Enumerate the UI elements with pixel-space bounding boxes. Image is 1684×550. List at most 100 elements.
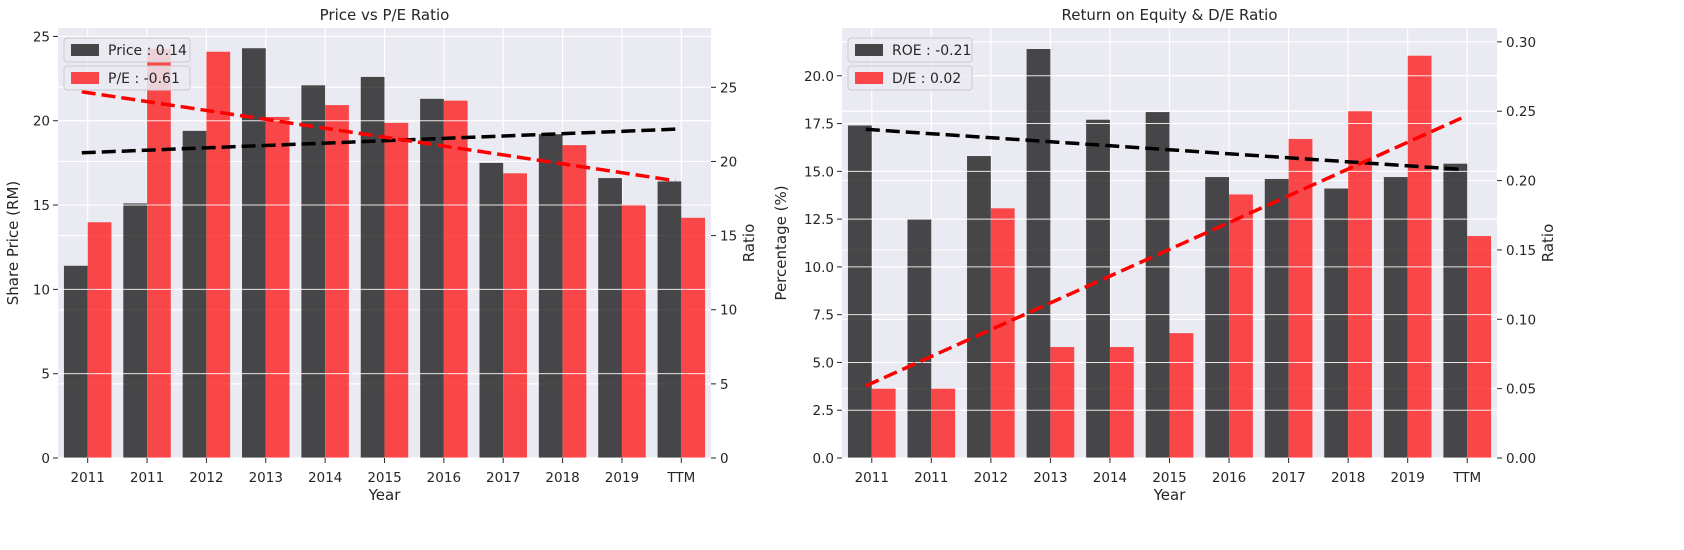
bar-1-s0-4: [1086, 119, 1110, 458]
bar-1-s0-9: [1383, 177, 1408, 459]
bar-0-s1-8: [562, 145, 587, 458]
bar-0-s1-0: [87, 222, 112, 458]
y-right-tick-label: 5: [720, 377, 729, 393]
bar-0-s1-7: [503, 173, 527, 458]
x-tick-label: 2018: [1331, 470, 1365, 486]
y-right-tick-label: 0: [720, 451, 729, 467]
x-axis-label-left: Year: [368, 486, 402, 504]
y-right-tick-label: 0.30: [1506, 35, 1536, 51]
x-tick-label: 2011: [71, 470, 105, 486]
bar-0-s0-3: [242, 48, 266, 459]
bar-1-s1-6: [1229, 194, 1253, 459]
bar-1-s0-8: [1324, 188, 1349, 459]
y-right-tick-label: 25: [720, 80, 737, 96]
legend-left: Price : 0.14 P/E : -0.61: [63, 37, 191, 91]
bar-0-s1-6: [443, 100, 468, 458]
y-tick-label: 25: [33, 29, 50, 45]
y-axis-right-label-right: Ratio: [1539, 224, 1557, 263]
bar-0-s0-6: [420, 98, 444, 458]
axes-right: 0.0 2.5 5.0 7.5 10.0 12.5 15.0 17.5 20.0 0.00 0.05…: [804, 35, 1536, 486]
bar-0-s0-10: [657, 181, 682, 458]
chart-right: 0.0 2.5 5.0 7.5 10.0 12.5 15.0 17.5 20.0 0.00 0.05…: [772, 6, 1557, 504]
y-tick-label: 12.5: [804, 212, 834, 228]
bar-0-s0-2: [182, 130, 207, 459]
y-right-tick-label: 20: [720, 154, 737, 170]
x-tick-label: 2018: [545, 470, 579, 486]
bar-0-s1-4: [325, 105, 349, 458]
bar-0-s1-2: [206, 51, 231, 459]
x-tick-label: 2016: [1212, 470, 1246, 486]
x-tick-label: TTM: [666, 470, 695, 486]
chart-title-left: Price vs P/E Ratio: [320, 6, 450, 24]
bar-1-s0-10: [1443, 163, 1468, 458]
bar-0-s1-3: [265, 116, 290, 458]
y-right-tick-label: 0.00: [1506, 451, 1536, 467]
y-axis-right-label-left: Ratio: [740, 224, 758, 263]
bar-0-s0-8: [538, 134, 563, 458]
y-right-tick-label: 0.20: [1506, 174, 1536, 190]
y-axis-label-right: Percentage (%): [772, 185, 790, 300]
x-tick-label: TTM: [1452, 470, 1481, 486]
bar-1-s0-2: [967, 156, 991, 459]
x-tick-label: 2015: [1152, 470, 1186, 486]
y-tick-label: 20: [33, 114, 50, 130]
y-tick-label: 10.0: [804, 260, 834, 276]
x-axis-label-right: Year: [1153, 486, 1187, 504]
bar-1-s0-7: [1264, 178, 1289, 458]
y-tick-label: 15.0: [804, 164, 834, 180]
axes-left: 0 5 10 15 20 25 0 5 10 15 20 25 2011 2011 2012 2013 2014…: [33, 29, 737, 486]
bar-0-s0-1: [123, 203, 148, 458]
legend-swatch-1: [855, 72, 883, 84]
bar-1-s1-8: [1348, 111, 1372, 459]
x-tick-label: 2017: [1271, 470, 1305, 486]
x-tick-label: 2019: [1391, 470, 1425, 486]
bar-1-s0-1: [907, 219, 932, 458]
y-axis-label-left: Share Price (RM): [4, 181, 22, 305]
x-tick-label: 2012: [189, 470, 223, 486]
bar-0-s0-0: [63, 265, 88, 458]
bar-1-s0-6: [1205, 177, 1230, 459]
bar-0-s0-5: [360, 76, 385, 458]
bar-1-s1-3: [1050, 347, 1075, 458]
x-tick-label: 2015: [367, 470, 401, 486]
y-right-tick-label: 10: [720, 303, 737, 319]
legend-label-1: D/E : 0.02: [892, 71, 961, 87]
x-tick-label: 2016: [427, 470, 461, 486]
legend-right: ROE : -0.21 D/E : 0.02: [847, 37, 973, 91]
legend-label-0: Price : 0.14: [108, 43, 187, 59]
x-tick-label: 2013: [1033, 470, 1067, 486]
bar-0-s1-1: [147, 48, 171, 459]
bar-1-s0-0: [847, 125, 872, 458]
y-right-tick-label: 15: [720, 229, 737, 245]
y-tick-label: 17.5: [804, 117, 834, 133]
bar-0-s1-9: [621, 204, 646, 458]
y-tick-label: 10: [33, 282, 50, 298]
y-right-tick-label: 0.10: [1506, 312, 1536, 328]
trendlines-left: [81, 90, 676, 183]
bar-1-s1-5: [1169, 333, 1194, 458]
y-right-tick-label: 0.05: [1506, 382, 1536, 398]
y-right-tick-label: 0.15: [1506, 243, 1536, 259]
bar-1-s1-4: [1109, 347, 1134, 458]
bar-1-s1-10: [1467, 236, 1492, 458]
bar-0-s1-5: [384, 122, 409, 459]
y-tick-label: 20.0: [804, 69, 834, 85]
x-tick-label: 2012: [974, 470, 1008, 486]
bar-1-s1-9: [1407, 55, 1432, 458]
bar-1-s1-0: [871, 388, 896, 458]
bar-0-s0-4: [301, 85, 326, 458]
bars-right: [842, 49, 1497, 459]
bar-1-s1-2: [990, 208, 1015, 458]
bar-0-s0-9: [598, 178, 622, 458]
chart-title-right: Return on Equity & D/E Ratio: [1061, 6, 1277, 24]
bar-1-s0-3: [1026, 49, 1051, 459]
legend-swatch-0: [855, 44, 883, 56]
y-tick-label: 5: [41, 367, 50, 383]
y-tick-label: 0.0: [813, 451, 834, 467]
y-tick-label: 15: [33, 198, 50, 214]
x-tick-label: 2014: [1093, 470, 1127, 486]
trendline-0-1: [81, 90, 676, 183]
chart-left: 0 5 10 15 20 25 0 5 10 15 20 25 2011 2011 2012 2013 2014…: [4, 6, 758, 504]
y-tick-label: 7.5: [813, 308, 834, 324]
